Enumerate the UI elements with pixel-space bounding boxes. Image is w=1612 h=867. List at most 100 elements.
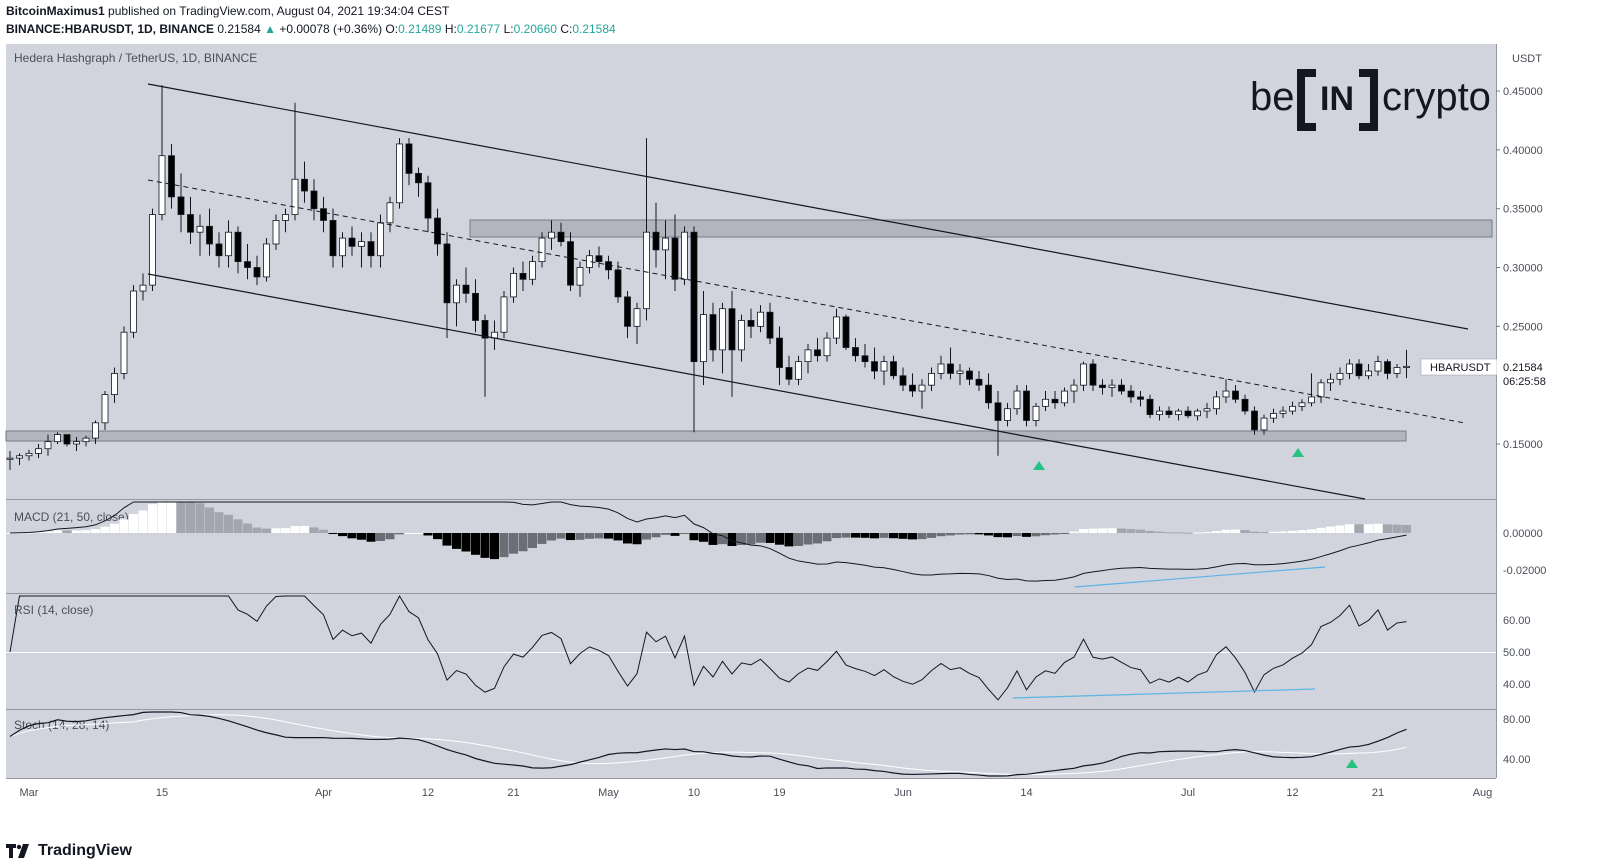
candle-body <box>842 316 850 348</box>
macd-hist-bar <box>43 531 53 533</box>
macd-hist-bar <box>1278 531 1288 533</box>
candle-body <box>1213 396 1220 410</box>
channel-resistance-line[interactable] <box>147 83 1469 330</box>
stoch-pane[interactable] <box>6 710 1496 778</box>
candle-body <box>1194 410 1201 417</box>
candle-body <box>757 311 764 327</box>
candle-body <box>823 337 831 357</box>
time-axis-label: 21 <box>507 787 519 799</box>
rsi-divergence-line[interactable] <box>1012 688 1316 699</box>
candle-body <box>225 231 232 257</box>
candle-body <box>291 178 299 215</box>
macd-hist-bar <box>699 533 708 542</box>
bullish-arrow-icon <box>1033 461 1045 470</box>
macd-hist-bar <box>794 533 803 546</box>
candle-body <box>1346 363 1353 374</box>
candle-body <box>253 267 261 278</box>
candle-body <box>320 208 327 221</box>
rsi-pane[interactable] <box>6 594 1496 709</box>
candle-body <box>424 182 432 219</box>
macd-hist-bar <box>1126 529 1136 533</box>
macd-hist-bar <box>490 533 499 560</box>
macd-hist-bar <box>689 533 699 541</box>
tradingview-footer[interactable]: TradingView <box>6 842 132 860</box>
macd-hist-bar <box>471 533 480 555</box>
price-tick-label: 0.45000 <box>1503 86 1543 98</box>
support-zone[interactable] <box>5 430 1407 442</box>
candle-body <box>1013 390 1021 410</box>
macd-hist-bar <box>708 533 718 545</box>
candle-body <box>918 384 926 392</box>
candle-body <box>671 237 679 280</box>
candle-body <box>434 217 441 245</box>
logo-text-box: IN <box>1320 80 1354 118</box>
macd-hist-bar <box>1392 524 1402 533</box>
macd-hist-bar <box>585 533 594 539</box>
macd-hist-bar <box>1316 527 1326 533</box>
rsi-line <box>9 594 1407 701</box>
macd-hist-bar <box>1354 524 1364 533</box>
macd-hist-bar <box>993 533 1003 538</box>
resistance-zone[interactable] <box>469 219 1493 238</box>
macd-hist-bar <box>1031 533 1041 537</box>
macd-hist-bar <box>1307 529 1316 533</box>
candle-body <box>82 437 90 443</box>
candle-body <box>481 320 489 339</box>
macd-hist-bar <box>604 533 613 539</box>
candle-body <box>804 349 812 363</box>
macd-hist-bar <box>395 533 404 535</box>
time-axis[interactable]: Mar 15 Apr 12 21 May 10 19 Jun 14 Jul 12 21 Aug <box>20 787 1493 799</box>
macd-hist-bar <box>946 533 955 536</box>
publish-info: BitcoinMaximus1 published on TradingView… <box>6 4 449 18</box>
time-axis-label: 12 <box>1286 787 1298 799</box>
candle-body <box>1023 390 1030 421</box>
price-tag-symbol: HBARUSDT <box>1430 362 1491 374</box>
candle-body <box>158 155 166 215</box>
author-name[interactable]: BitcoinMaximus1 <box>6 4 105 18</box>
candle-body <box>149 214 156 286</box>
macd-hist-bar <box>262 528 271 533</box>
candle-body <box>1118 384 1125 392</box>
candle-body <box>1070 384 1078 392</box>
macd-pane[interactable] <box>6 500 1496 593</box>
candle-body <box>1365 370 1372 377</box>
candle-body <box>44 441 52 450</box>
macd-hist-bar <box>1022 533 1031 537</box>
macd-hist-bar <box>1041 533 1050 536</box>
candle-body <box>54 434 61 443</box>
currency-label: USDT <box>1512 53 1542 65</box>
macd-hist-bar <box>1183 532 1193 534</box>
candle-body <box>985 384 992 404</box>
price-axis[interactable]: 0.45000 0.40000 0.35000 0.30000 0.25000 0.150… <box>1496 86 1543 451</box>
candle-body <box>367 241 375 257</box>
candle-body <box>1061 390 1068 404</box>
macd-hist-bar <box>737 533 746 546</box>
candle-body <box>1336 372 1344 380</box>
macd-hist-bar <box>252 527 262 533</box>
macd-hist-bar <box>1212 531 1221 533</box>
candle-body <box>1137 396 1144 400</box>
macd-hist-bar <box>338 533 347 537</box>
candle-body <box>396 143 403 204</box>
macd-divergence-line[interactable] <box>1074 566 1326 588</box>
macd-hist-bar <box>727 533 737 546</box>
channel-support-line[interactable] <box>147 273 1366 500</box>
time-axis-label: May <box>598 787 619 799</box>
macd-hist-bar <box>917 533 927 540</box>
candle-body <box>795 361 802 380</box>
candle-body <box>1260 417 1268 431</box>
candle-body <box>719 308 726 351</box>
macd-hist-bar <box>832 533 841 539</box>
channel-midline[interactable] <box>147 179 1466 424</box>
candle-body <box>168 155 175 198</box>
candle-body <box>994 402 1002 421</box>
macd-hist-bar <box>1193 532 1202 534</box>
candle-body <box>73 441 80 445</box>
candle-body <box>139 284 147 292</box>
macd-hist-bar <box>889 533 898 539</box>
candle-body <box>1384 361 1391 374</box>
macd-hist-bar <box>423 533 433 536</box>
macd-hist-bar <box>452 533 461 549</box>
macd-hist-bar <box>148 504 157 533</box>
